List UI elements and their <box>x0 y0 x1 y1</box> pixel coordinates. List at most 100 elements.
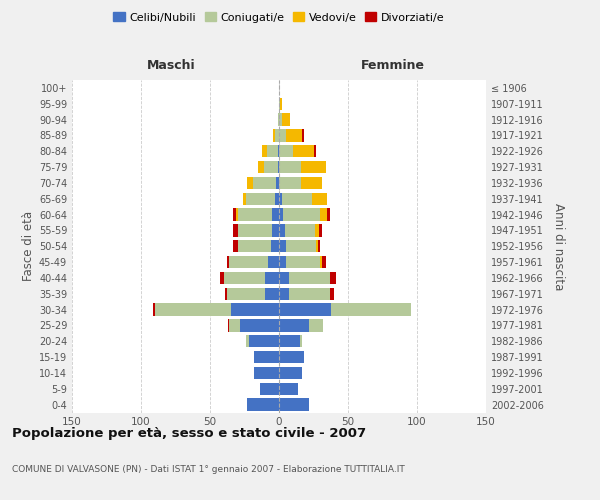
Bar <box>271 240 279 252</box>
Bar <box>289 272 330 284</box>
Bar <box>286 129 302 141</box>
Bar <box>283 208 320 221</box>
Bar <box>233 240 238 252</box>
Bar <box>246 335 248 347</box>
Bar <box>274 129 275 141</box>
Bar <box>247 176 253 189</box>
Bar <box>279 176 301 189</box>
Bar <box>279 382 298 395</box>
Bar <box>280 98 282 110</box>
Bar <box>319 224 322 236</box>
Bar <box>279 304 331 316</box>
Bar <box>265 288 279 300</box>
Bar <box>229 319 241 332</box>
Bar <box>289 288 330 300</box>
Bar <box>301 161 326 173</box>
Bar <box>279 366 302 379</box>
Bar <box>228 319 229 332</box>
Bar <box>320 208 328 221</box>
Bar <box>248 335 279 347</box>
Bar <box>233 224 238 236</box>
Bar <box>279 288 289 300</box>
Bar <box>279 145 293 158</box>
Bar <box>315 224 319 236</box>
Bar <box>233 208 236 221</box>
Bar <box>275 192 279 205</box>
Bar <box>264 161 278 173</box>
Bar <box>286 256 320 268</box>
Bar <box>279 224 284 236</box>
Bar <box>225 288 227 300</box>
Text: Popolazione per età, sesso e stato civile - 2007: Popolazione per età, sesso e stato civil… <box>12 428 366 440</box>
Bar <box>279 240 286 252</box>
Bar <box>279 208 283 221</box>
Bar <box>279 319 310 332</box>
Bar <box>279 398 310 411</box>
Bar <box>316 240 317 252</box>
Bar <box>314 145 316 158</box>
Bar <box>310 319 323 332</box>
Bar <box>227 288 265 300</box>
Bar <box>155 304 230 316</box>
Bar <box>279 114 282 126</box>
Bar <box>278 161 279 173</box>
Bar <box>279 335 300 347</box>
Bar <box>241 319 279 332</box>
Bar <box>265 272 279 284</box>
Bar <box>322 256 326 268</box>
Bar <box>220 272 224 284</box>
Bar <box>275 129 279 141</box>
Bar <box>154 304 155 316</box>
Bar <box>229 256 268 268</box>
Text: Femmine: Femmine <box>361 59 425 72</box>
Bar <box>328 208 330 221</box>
Bar <box>300 335 302 347</box>
Bar <box>246 192 275 205</box>
Bar <box>312 192 328 205</box>
Bar <box>238 208 272 221</box>
Bar <box>284 224 315 236</box>
Bar <box>279 129 286 141</box>
Text: COMUNE DI VALVASONE (PN) - Dati ISTAT 1° gennaio 2007 - Elaborazione TUTTITALIA.: COMUNE DI VALVASONE (PN) - Dati ISTAT 1°… <box>12 466 405 474</box>
Bar <box>278 145 279 158</box>
Bar <box>279 98 280 110</box>
Bar <box>266 145 278 158</box>
Bar <box>320 256 322 268</box>
Bar <box>279 272 289 284</box>
Bar <box>227 256 229 268</box>
Bar <box>282 192 312 205</box>
Bar <box>230 304 279 316</box>
Bar <box>247 398 279 411</box>
Bar <box>276 176 279 189</box>
Bar <box>317 240 320 252</box>
Bar <box>282 114 290 126</box>
Bar <box>272 224 279 236</box>
Bar <box>254 366 279 379</box>
Bar <box>330 272 335 284</box>
Bar <box>253 176 276 189</box>
Legend: Celibi/Nubili, Coniugati/e, Vedovi/e, Divorziati/e: Celibi/Nubili, Coniugati/e, Vedovi/e, Di… <box>109 8 449 27</box>
Bar <box>238 240 271 252</box>
Bar <box>236 208 238 221</box>
Bar <box>272 208 279 221</box>
Bar <box>279 256 286 268</box>
Bar <box>286 240 316 252</box>
Bar <box>262 145 266 158</box>
Bar <box>331 304 412 316</box>
Bar <box>259 161 264 173</box>
Bar <box>268 256 279 268</box>
Bar <box>243 192 246 205</box>
Bar <box>302 129 304 141</box>
Bar <box>254 351 279 364</box>
Y-axis label: Fasce di età: Fasce di età <box>22 211 35 282</box>
Bar <box>260 382 279 395</box>
Bar <box>293 145 314 158</box>
Bar <box>301 176 322 189</box>
Bar <box>278 114 279 126</box>
Bar <box>279 351 304 364</box>
Bar <box>279 161 301 173</box>
Bar <box>224 272 265 284</box>
Bar <box>279 192 282 205</box>
Bar <box>330 288 334 300</box>
Y-axis label: Anni di nascita: Anni di nascita <box>552 202 565 290</box>
